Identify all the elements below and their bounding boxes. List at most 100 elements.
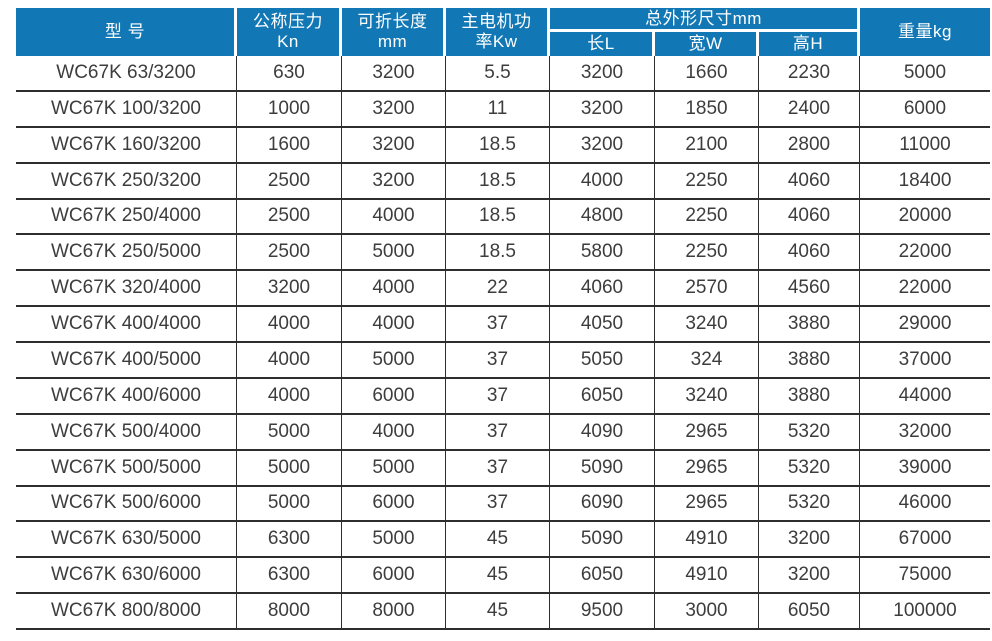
cell-model: WC67K 630/6000: [16, 558, 237, 593]
header-nominal-pressure: 公称压力 Kn: [237, 8, 342, 56]
cell-model: WC67K 320/4000: [16, 271, 237, 306]
cell-width_w: 3240: [655, 378, 759, 413]
table-row: WC67K 160/3200 1600 3200 18.5 3200 2100 2800 11…: [16, 127, 990, 164]
cell-width_w: 324: [655, 343, 759, 377]
cell-height_h: 3880: [759, 307, 860, 341]
cell-length_l: 5050: [550, 343, 655, 377]
header-dim-l: 长L: [550, 32, 655, 56]
cell-weight_kg: 5000: [903, 61, 947, 83]
header-fold-length: 可折长度 mm: [342, 8, 446, 56]
cell-model: WC67K 400/5000: [16, 343, 237, 377]
cell-width_w: 2250: [655, 163, 759, 198]
cell-model: WC67K 400/4000: [16, 307, 237, 341]
cell-motor_power_kw: 22: [446, 271, 550, 306]
cell-width_w: 2965: [655, 450, 759, 485]
table-row: WC67K 800/8000 8000 8000 45 9500 3000 6050 1000…: [16, 594, 990, 630]
cell-motor_power_kw: 18.5: [446, 163, 550, 198]
cell-motor_power_kw: 37: [446, 378, 550, 413]
cell-weight_kg: 20000: [898, 205, 952, 227]
cell-fold_length_mm: 6000: [342, 378, 446, 413]
cell-height_h: 3880: [759, 378, 860, 413]
cell-height_h: 3200: [759, 522, 860, 557]
table-body: WC67K 63/3200 630 3200 5.5 3200 1660 2230 5000 W…: [16, 56, 990, 630]
cell-height_h: 5320: [759, 414, 860, 449]
cell-motor_power_kw: 18.5: [446, 199, 550, 234]
table-row: WC67K 400/4000 4000 4000 37 4050 3240 3880 2900…: [16, 307, 990, 343]
table-row: WC67K 500/4000 5000 4000 37 4090 2965 5320 3200…: [16, 414, 990, 451]
header-fold-length-line2: mm: [377, 32, 408, 51]
cell-height_h: 2230: [759, 56, 860, 90]
cell-height_h: 2800: [759, 127, 860, 162]
cell-width_w: 2570: [655, 271, 759, 306]
cell-width_w: 2250: [655, 199, 759, 234]
cell-weight_kg: 37000: [898, 348, 952, 370]
cell-fold_length_mm: 3200: [342, 91, 446, 126]
cell-height_h: 4060: [759, 163, 860, 198]
cell-nominal_pressure_kn: 4000: [237, 307, 342, 341]
header-weight: 重量kg: [860, 8, 990, 56]
cell-height_h: 3200: [759, 558, 860, 593]
table-row: WC67K 100/3200 1000 3200 11 3200 1850 2400 6000: [16, 91, 990, 128]
cell-nominal_pressure_kn: 2500: [237, 235, 342, 270]
cell-fold_length_mm: 6000: [342, 486, 446, 521]
cell-nominal_pressure_kn: 5000: [237, 486, 342, 521]
header-motor-power-line1: 主电机功: [461, 12, 532, 31]
cell-nominal_pressure_kn: 3200: [237, 271, 342, 306]
cell-model: WC67K 100/3200: [16, 91, 237, 126]
cell-length_l: 5090: [550, 522, 655, 557]
cell-model: WC67K 500/5000: [16, 450, 237, 485]
cell-motor_power_kw: 11: [446, 91, 550, 126]
header-dims-group: 总外形尺寸mm: [550, 8, 860, 32]
cell-length_l: 6050: [550, 558, 655, 593]
cell-fold_length_mm: 3200: [342, 56, 446, 90]
cell-height_h: 3880: [759, 343, 860, 377]
table-header: 型 号 公称压力 Kn 可折长度 mm 主电机功 率Kw 总外形尺寸mm 长L …: [16, 8, 990, 56]
cell-nominal_pressure_kn: 8000: [237, 594, 342, 628]
cell-motor_power_kw: 18.5: [446, 127, 550, 162]
cell-nominal_pressure_kn: 4000: [237, 343, 342, 377]
cell-fold_length_mm: 8000: [342, 594, 446, 628]
cell-length_l: 3200: [550, 91, 655, 126]
cell-weight_kg: 46000: [898, 492, 952, 514]
cell-fold_length_mm: 4000: [342, 199, 446, 234]
table-row: WC67K 250/5000 2500 5000 18.5 5800 2250 4060 22…: [16, 235, 990, 272]
cell-fold_length_mm: 4000: [342, 307, 446, 341]
cell-motor_power_kw: 5.5: [446, 56, 550, 90]
cell-nominal_pressure_kn: 6300: [237, 558, 342, 593]
cell-length_l: 6090: [550, 486, 655, 521]
cell-motor_power_kw: 37: [446, 414, 550, 449]
table-row: WC67K 630/5000 6300 5000 45 5090 4910 3200 6700…: [16, 522, 990, 559]
cell-width_w: 1660: [655, 56, 759, 90]
cell-model: WC67K 63/3200: [16, 56, 237, 90]
cell-model: WC67K 500/6000: [16, 486, 237, 521]
cell-motor_power_kw: 37: [446, 450, 550, 485]
cell-model: WC67K 800/8000: [16, 594, 237, 628]
header-model: 型 号: [16, 8, 237, 56]
cell-model: WC67K 400/6000: [16, 378, 237, 413]
cell-height_h: 5320: [759, 486, 860, 521]
table-row: WC67K 500/5000 5000 5000 37 5090 2965 5320 3900…: [16, 450, 990, 487]
cell-weight_kg: 22000: [898, 241, 952, 263]
table-row: WC67K 500/6000 5000 6000 37 6090 2965 5320 4600…: [16, 486, 990, 523]
cell-width_w: 1850: [655, 91, 759, 126]
cell-model: WC67K 250/4000: [16, 199, 237, 234]
cell-width_w: 4910: [655, 522, 759, 557]
cell-motor_power_kw: 45: [446, 522, 550, 557]
spec-table: 型 号 公称压力 Kn 可折长度 mm 主电机功 率Kw 总外形尺寸mm 长L …: [16, 8, 990, 630]
cell-fold_length_mm: 3200: [342, 163, 446, 198]
cell-model: WC67K 250/5000: [16, 235, 237, 270]
header-fold-length-line1: 可折长度: [357, 12, 428, 31]
table-row: WC67K 630/6000 6300 6000 45 6050 4910 3200 7500…: [16, 558, 990, 595]
cell-width_w: 3240: [655, 307, 759, 341]
cell-length_l: 6050: [550, 378, 655, 413]
header-motor-power-line2: 率Kw: [475, 32, 518, 51]
header-dim-w: 宽W: [655, 32, 759, 56]
cell-length_l: 4060: [550, 271, 655, 306]
cell-weight_kg: 32000: [898, 420, 952, 442]
cell-weight_kg: 44000: [898, 384, 952, 406]
cell-nominal_pressure_kn: 1000: [237, 91, 342, 126]
table-row: WC67K 400/5000 4000 5000 37 5050 324 3880 37000: [16, 343, 990, 379]
cell-height_h: 4560: [759, 271, 860, 306]
cell-width_w: 2965: [655, 414, 759, 449]
cell-nominal_pressure_kn: 4000: [237, 378, 342, 413]
